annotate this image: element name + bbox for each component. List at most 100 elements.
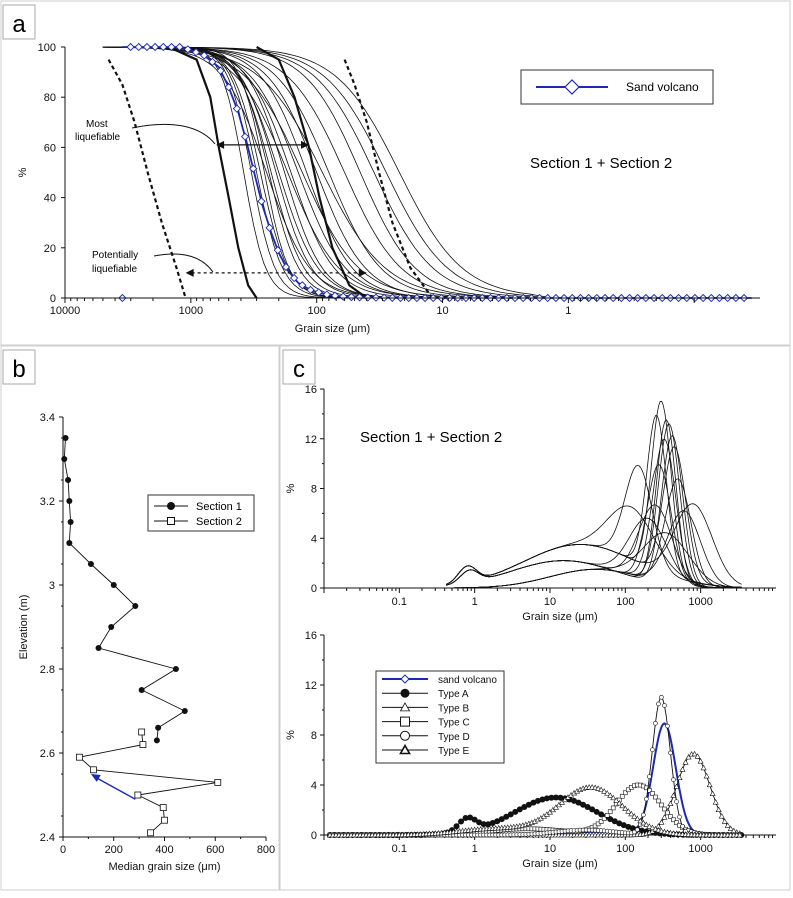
- sand-volcano-marker: [249, 164, 258, 173]
- sand-volcano-marker: [347, 292, 356, 302]
- type-a-marker: [571, 797, 578, 804]
- x-tick-label: 400: [155, 844, 173, 856]
- type-c-marker: [610, 805, 616, 811]
- x-tick-label: 10: [436, 305, 448, 317]
- sand-volcano-marker: [150, 42, 160, 52]
- section1-point: [110, 582, 117, 588]
- type-b-marker: [661, 814, 668, 820]
- type-d-marker: [644, 796, 649, 802]
- potentially-liquefiable-fine-bound: [343, 59, 434, 299]
- type-b-marker: [676, 774, 683, 781]
- x-tick-label: 10: [544, 596, 556, 608]
- section2-point: [134, 791, 142, 799]
- type-c-marker: [595, 821, 601, 827]
- type-a-marker: [530, 799, 537, 806]
- type-d-marker: [635, 827, 640, 833]
- type-c-marker: [625, 787, 631, 793]
- x-tick-label: 600: [206, 844, 224, 856]
- type-d-marker: [677, 814, 682, 820]
- section1-point: [153, 737, 160, 744]
- x-tick-label: 1: [472, 596, 478, 608]
- type-c-marker: [665, 810, 670, 816]
- x-tick-label: 100: [616, 596, 634, 608]
- section1-point: [108, 624, 115, 630]
- sample-distribution-curve: [446, 517, 742, 589]
- type-c-marker: [653, 794, 658, 800]
- sand-volcano-marker: [191, 47, 201, 57]
- legend-filled-circle-icon: [400, 688, 410, 698]
- type-c-marker: [601, 816, 607, 821]
- chart-c-bottom-legend: [375, 670, 505, 764]
- type-a-marker: [525, 801, 532, 808]
- annotation-most-leader: [131, 123, 216, 145]
- type-b-marker: [679, 766, 686, 772]
- type-e-marker: [616, 799, 623, 806]
- annotation-most-liquefiable-line2: liquefiable: [75, 132, 120, 143]
- x-tick-label: 1: [565, 305, 571, 317]
- most-liquefiable-coarse-bound: [168, 45, 258, 299]
- chart-a-bound-curves: [107, 45, 434, 299]
- type-a-marker: [462, 815, 469, 822]
- trend-arrow-head: [90, 774, 101, 782]
- type-a-marker: [575, 799, 582, 806]
- y-tick-label: 12: [305, 434, 317, 446]
- type-b-marker: [727, 825, 734, 831]
- y-axis-label: %: [285, 730, 297, 740]
- x-tick-label: 1000: [688, 843, 712, 855]
- y-tick-label: 20: [44, 243, 56, 255]
- type-a-marker: [625, 823, 632, 830]
- x-tick-label: 0.1: [392, 596, 407, 608]
- sand-volcano-marker: [257, 197, 266, 206]
- x-axis-label: Grain size (μm): [295, 323, 370, 335]
- x-tick-label: 800: [257, 844, 275, 856]
- type-c-marker: [622, 790, 628, 796]
- sand-volcano-marker: [298, 281, 307, 290]
- sand-volcano-marker: [200, 51, 209, 60]
- type-b-marker: [712, 799, 719, 805]
- type-e-marker: [634, 815, 641, 822]
- type-b-marker: [673, 783, 680, 789]
- y-tick-label: 40: [44, 193, 56, 205]
- type-b-marker: [667, 800, 674, 807]
- type-a-marker: [494, 818, 501, 825]
- type-a-marker: [512, 808, 519, 815]
- section1-point: [66, 498, 73, 504]
- x-tick-label: 200: [105, 844, 123, 856]
- type-a-marker: [476, 819, 483, 826]
- x-tick-label: 0.1: [392, 843, 407, 855]
- type-e-marker: [610, 794, 617, 801]
- type-b-marker: [703, 772, 710, 779]
- type-e-marker: [646, 823, 653, 829]
- sample-distribution-curve: [446, 532, 742, 589]
- type-e-marker: [649, 824, 656, 831]
- panel-b-letter: b: [12, 356, 25, 383]
- x-tick-label: 1000: [688, 596, 712, 608]
- panel-a-letter-box: [2, 4, 36, 40]
- type-b-marker: [715, 806, 722, 813]
- type-a-marker: [516, 806, 523, 813]
- type-c-marker: [650, 791, 655, 796]
- chart-b-series: [61, 435, 222, 837]
- sand-volcano-marker: [183, 45, 192, 54]
- x-tick-label: 100: [616, 843, 634, 855]
- y-axis-label: %: [285, 483, 297, 493]
- type-a-marker: [616, 820, 623, 827]
- section1-point: [132, 603, 139, 609]
- type-c-marker: [607, 809, 613, 815]
- type-d-marker: [653, 720, 658, 726]
- type-d-marker: [650, 747, 655, 753]
- sand-volcano-marker: [265, 223, 274, 232]
- most-liquefiable-range-arrow-head-right: [301, 140, 310, 149]
- type-e-marker: [613, 797, 620, 803]
- y-tick-label: 0: [311, 830, 317, 842]
- sand-volcano-marker: [240, 132, 250, 141]
- type-e-marker: [652, 825, 659, 832]
- y-tick-label: 3.4: [40, 412, 55, 424]
- sand-volcano-marker: [330, 291, 340, 300]
- chart-a-axes: 0 20 40 60 80 100 10000 1000 100 10 1 Grain size (μ…: [17, 42, 760, 335]
- type-d-marker: [632, 829, 637, 835]
- type-b-marker: [706, 781, 713, 788]
- type-e-marker: [622, 805, 629, 811]
- sand-volcano-marker: [232, 104, 242, 113]
- x-tick-label: 10: [544, 843, 556, 855]
